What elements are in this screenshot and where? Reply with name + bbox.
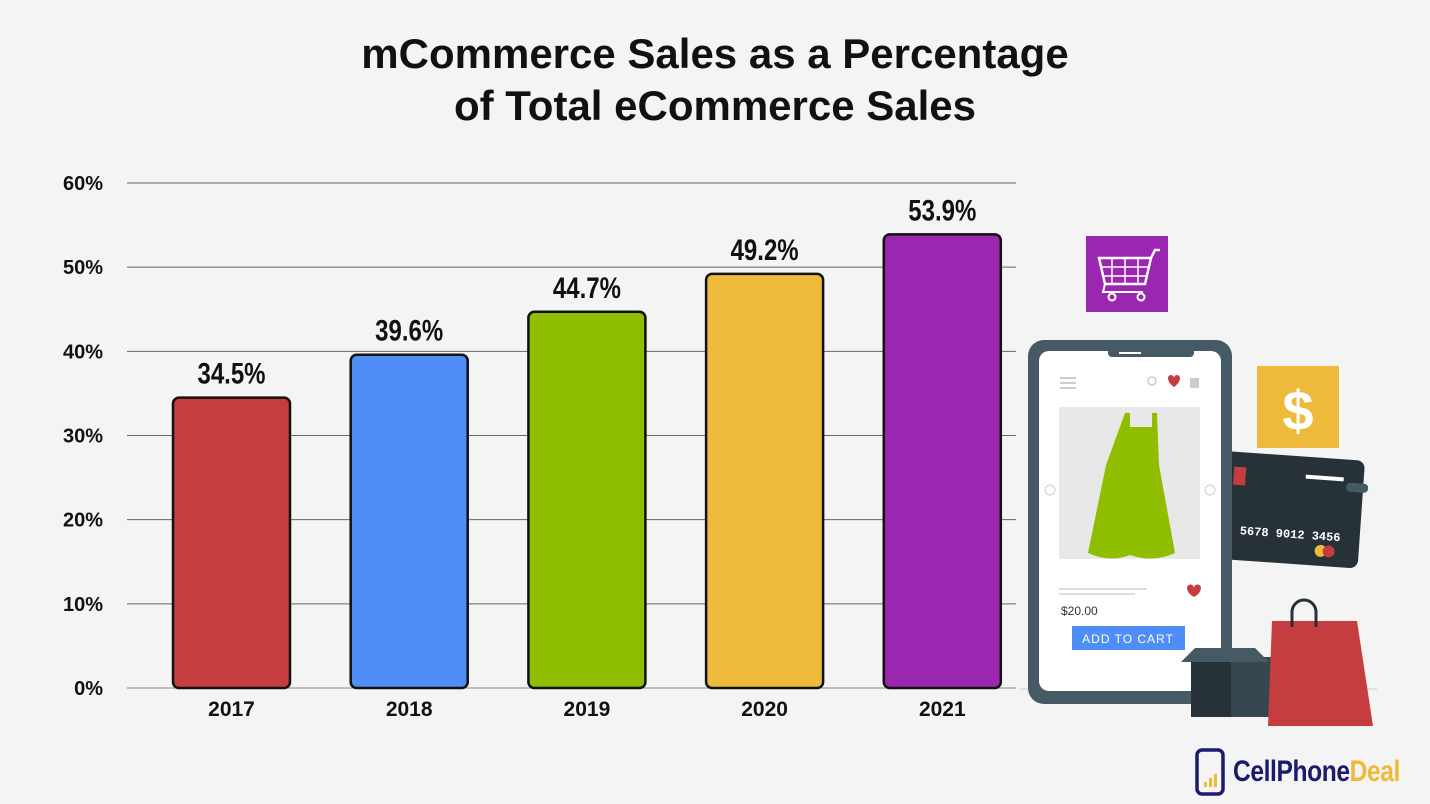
y-tick-label: 60% (63, 173, 103, 195)
cellphonedeal-logo: CellPhoneDeal (1195, 748, 1430, 796)
value-label: 53.9% (908, 193, 976, 227)
mobile-shopping-illustration: 5678 9012 3456 $20.00 ADD TO CART $ (1020, 236, 1377, 726)
value-label: 49.2% (731, 232, 799, 266)
shopping-bag-icon (1268, 598, 1373, 726)
logo-text-deal: Deal (1349, 755, 1401, 788)
add-to-cart-button: ADD TO CART (1082, 632, 1174, 646)
bar-2017 (171, 396, 292, 690)
value-label: 44.7% (553, 270, 621, 304)
y-tick-label: 40% (63, 341, 103, 363)
x-tick-label: 2019 (564, 698, 611, 721)
phone-logo-icon (1195, 748, 1225, 796)
credit-card-illustration: 5678 9012 3456 (1213, 451, 1369, 568)
bar-2019 (527, 310, 647, 690)
value-label: 34.5% (197, 356, 265, 390)
bar-2020 (704, 272, 825, 690)
box-illustration (1181, 648, 1271, 717)
product-price: $20.00 (1061, 604, 1098, 618)
y-tick-label: 0% (74, 678, 103, 700)
x-tick-label: 2017 (208, 698, 255, 721)
chart-title-line-2: of Total eCommerce Sales (453, 82, 977, 129)
shopping-cart-icon (1086, 236, 1168, 312)
dollar-sign: $ (1282, 379, 1313, 442)
bar-2018 (349, 353, 469, 690)
bar-2021 (882, 233, 1003, 690)
logo-text-cellphone: CellPhone (1233, 755, 1350, 788)
chart-title: mCommerce Sales as a Percentage of Total… (0, 28, 1430, 132)
dollar-icon: $ (1257, 366, 1339, 448)
y-tick-label: 50% (63, 257, 103, 279)
value-label: 39.6% (375, 313, 443, 347)
phone-illustration: $20.00 ADD TO CART (1028, 340, 1232, 704)
x-tick-label: 2021 (919, 698, 966, 721)
y-tick-label: 30% (63, 426, 103, 448)
x-tick-label: 2020 (741, 698, 788, 721)
y-tick-label: 20% (63, 510, 103, 532)
y-tick-label: 10% (63, 594, 103, 616)
x-tick-label: 2018 (386, 698, 433, 721)
chart-title-line-1: mCommerce Sales as a Percentage (361, 30, 1069, 77)
